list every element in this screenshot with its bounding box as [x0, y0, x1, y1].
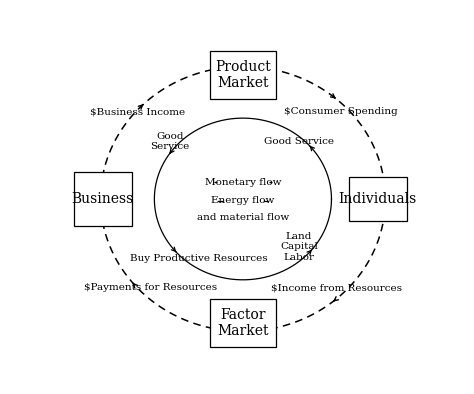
Text: Business: Business: [72, 192, 134, 206]
FancyBboxPatch shape: [349, 177, 407, 221]
FancyBboxPatch shape: [74, 172, 132, 226]
Text: $Payments for Resources: $Payments for Resources: [83, 283, 217, 292]
Text: Good Service: Good Service: [264, 137, 334, 146]
Text: $Business Income: $Business Income: [90, 108, 185, 117]
FancyBboxPatch shape: [210, 299, 276, 347]
Text: Individuals: Individuals: [338, 192, 417, 206]
Text: Buy Productive Resources: Buy Productive Resources: [130, 254, 268, 263]
Text: Monetary flow: Monetary flow: [205, 178, 281, 186]
Text: Energy flow: Energy flow: [211, 196, 274, 205]
Text: $Income from Resources: $Income from Resources: [271, 283, 402, 292]
Text: and material flow: and material flow: [197, 213, 289, 222]
Text: Land
Capital
Labor: Land Capital Labor: [280, 232, 318, 262]
FancyBboxPatch shape: [210, 51, 276, 99]
Text: Factor
Market: Factor Market: [217, 308, 269, 338]
Text: Product
Market: Product Market: [215, 60, 271, 90]
Text: Good
Service: Good Service: [150, 132, 190, 151]
Text: $Consumer Spending: $Consumer Spending: [284, 108, 398, 117]
